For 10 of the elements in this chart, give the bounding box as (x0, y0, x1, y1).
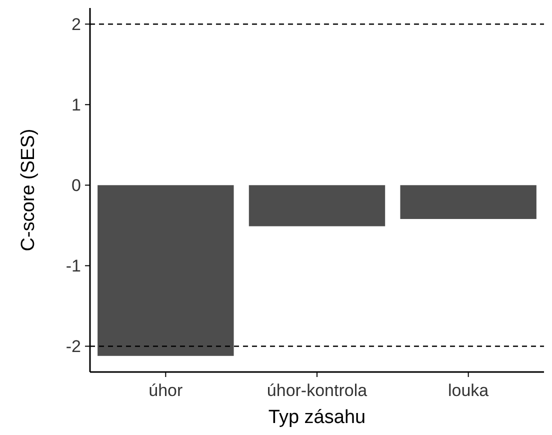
y-tick-label: 2 (72, 15, 81, 34)
x-tick-label: úhor-kontrola (266, 381, 368, 400)
x-tick-label: úhor (148, 381, 184, 400)
x-axis-title: Typ zásahu (268, 407, 366, 428)
x-tick-label: louka (448, 381, 490, 400)
y-tick-label: -1 (66, 256, 81, 276)
y-tick-label: 1 (72, 96, 81, 115)
y-tick-label: -2 (66, 337, 81, 356)
y-axis-title: C-score (SES) (18, 128, 39, 252)
y-tick-label: 0 (72, 176, 81, 196)
